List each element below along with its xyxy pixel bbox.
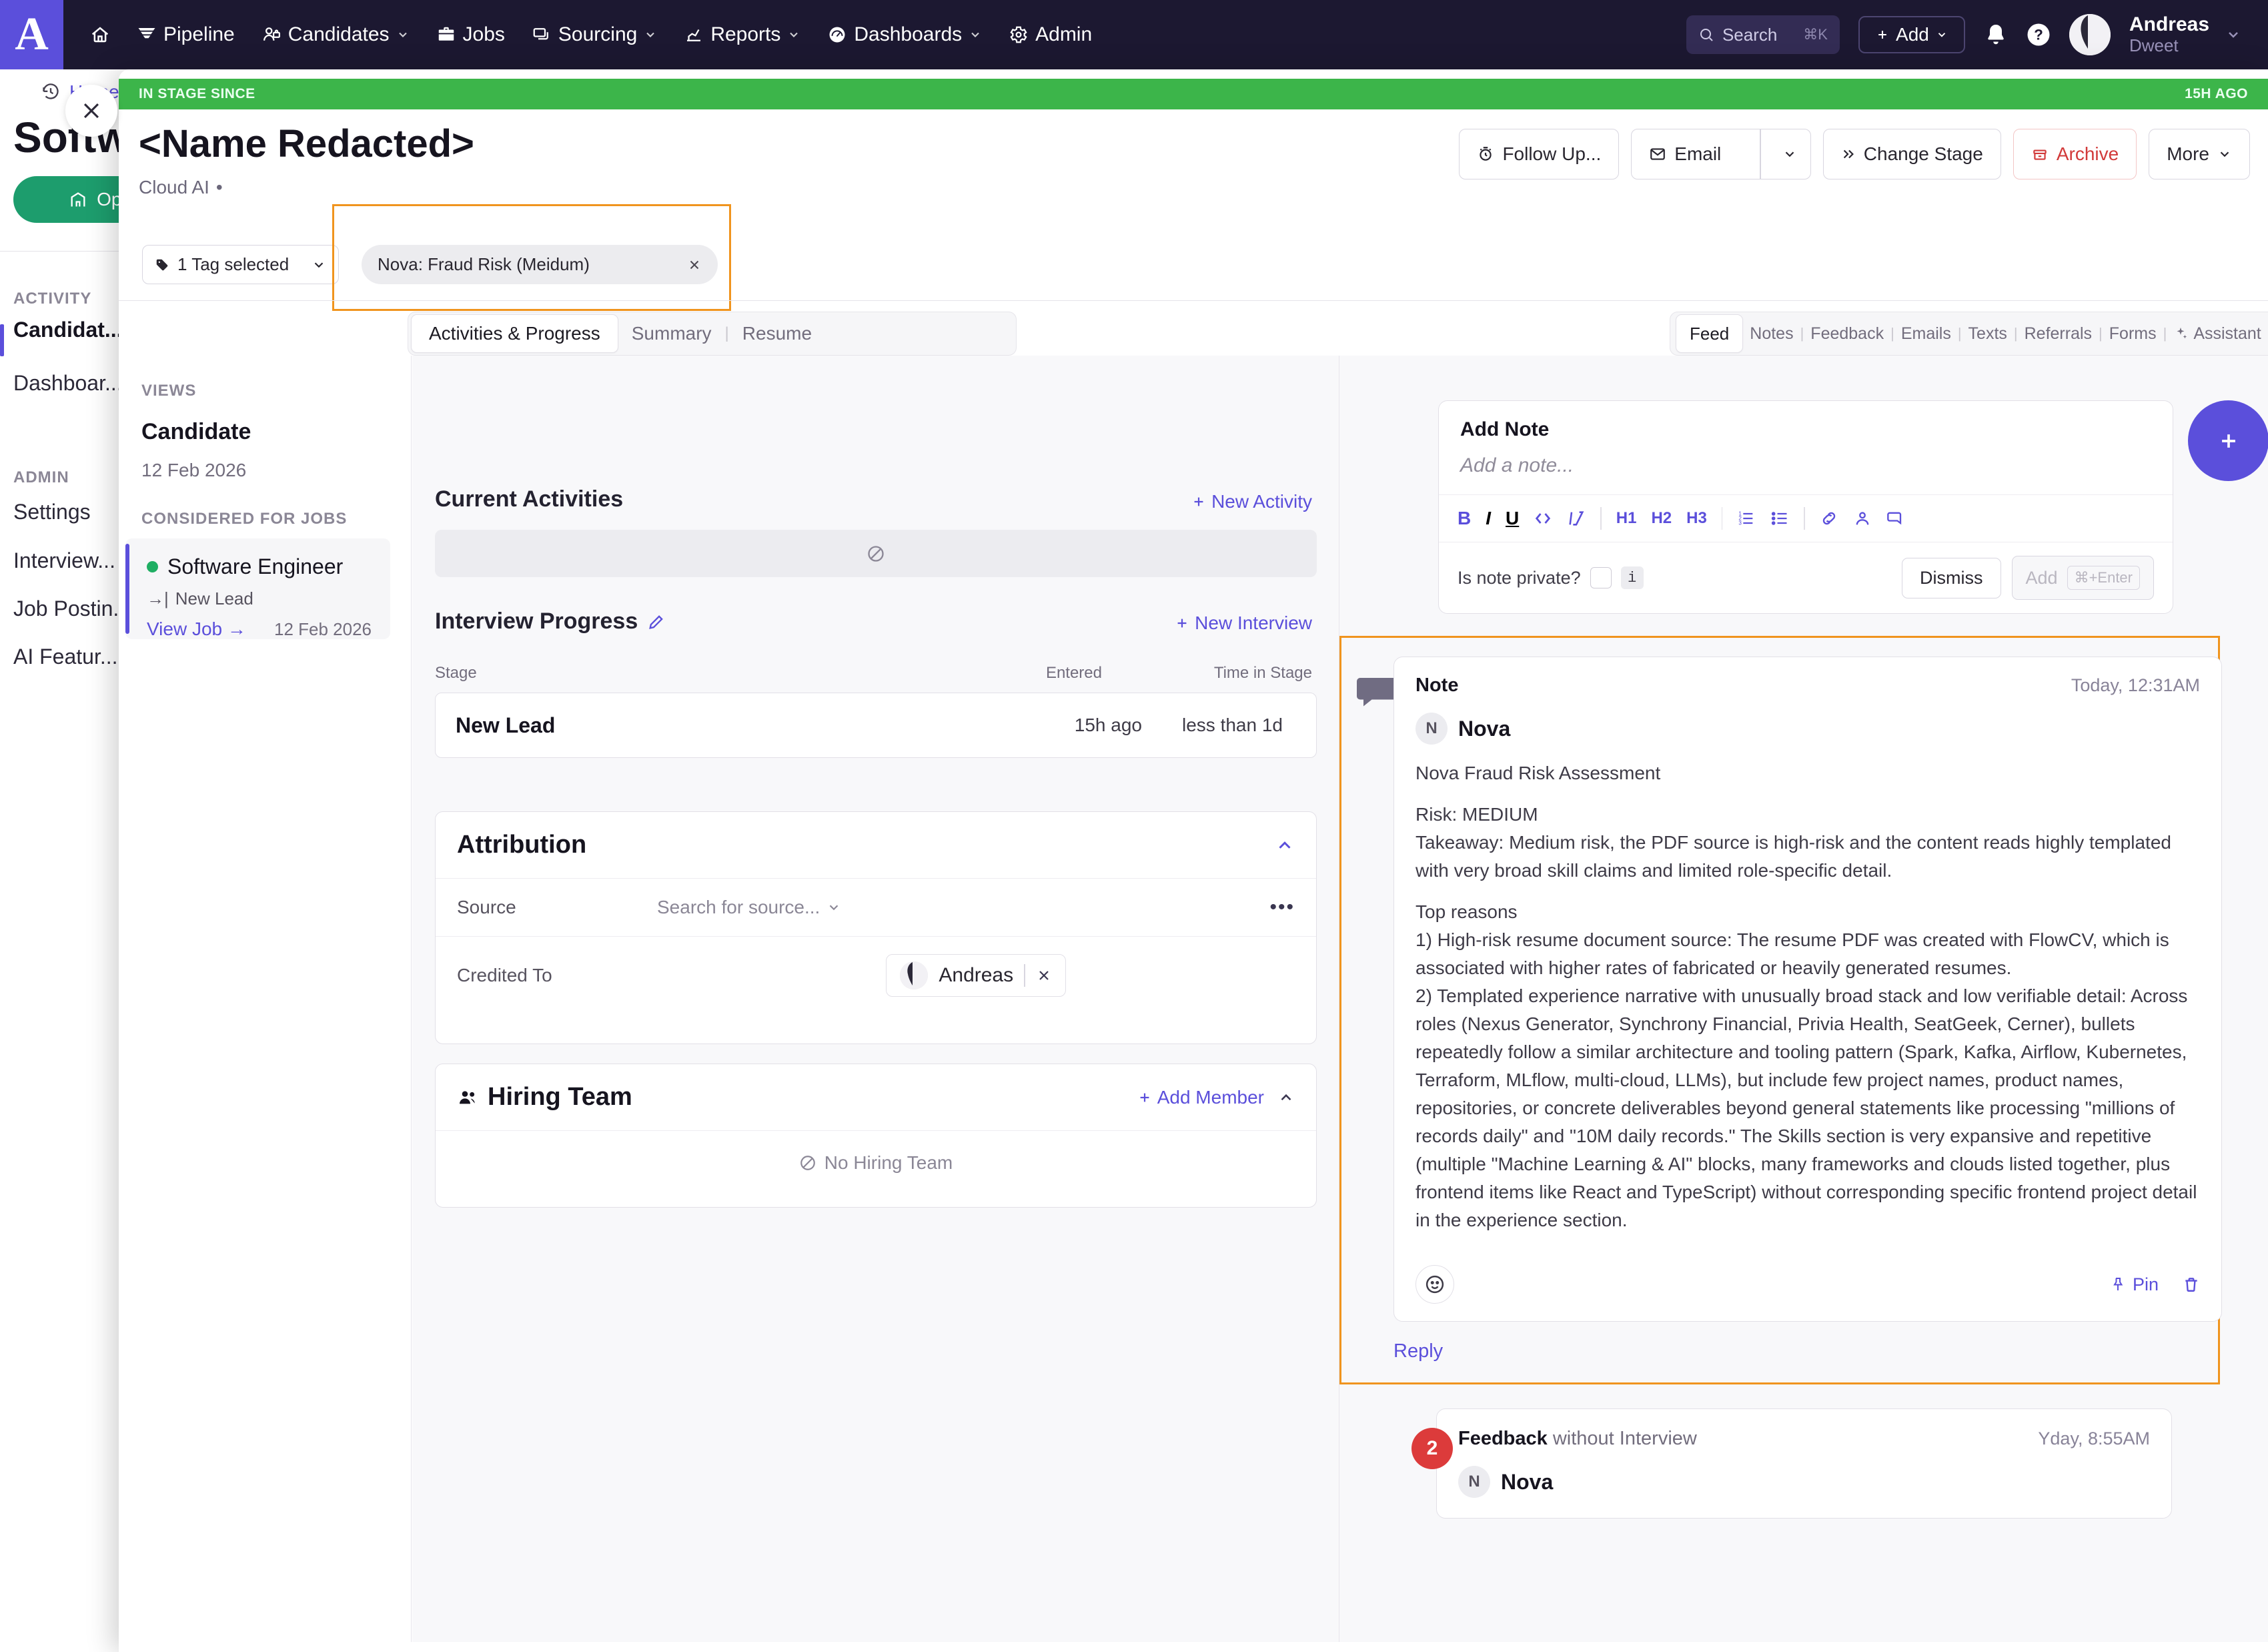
svg-text:3: 3 xyxy=(1739,520,1742,526)
svg-text:?: ? xyxy=(2034,27,2043,43)
